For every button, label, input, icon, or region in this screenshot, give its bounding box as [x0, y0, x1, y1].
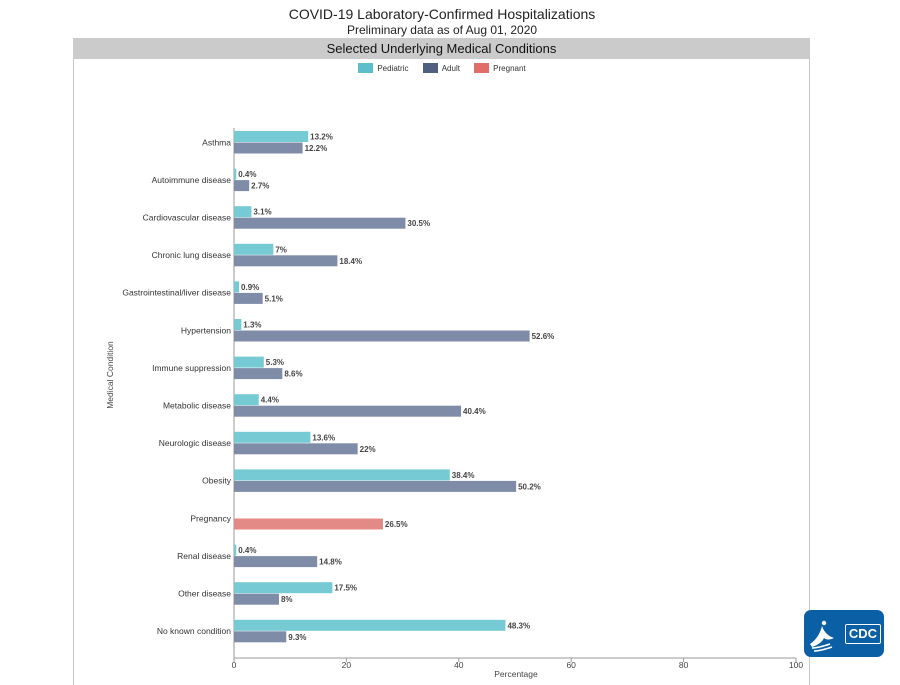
x-tick-label: 0 [232, 660, 237, 670]
bar-pediatric[interactable] [234, 469, 450, 481]
eagle-icon [810, 620, 834, 652]
data-label-pediatric: 0.4% [238, 170, 256, 179]
legend-swatch-pediatric [358, 63, 374, 73]
category-label-pregnancy: Pregnancy [190, 513, 231, 523]
bar-adult[interactable] [234, 180, 250, 192]
data-label-adult: 12.2% [305, 144, 328, 153]
data-label-pediatric: 48.3% [507, 621, 530, 630]
legend-swatch-adult [422, 63, 438, 73]
bar-adult[interactable] [234, 368, 283, 380]
bar-pregnant[interactable] [234, 518, 383, 530]
legend-item-pediatric[interactable]: Pediatric [358, 63, 408, 73]
bar-adult[interactable] [234, 631, 287, 643]
bar-pediatric[interactable] [234, 131, 309, 142]
data-label-pediatric: 5.3% [266, 358, 284, 367]
data-label-pediatric: 7% [275, 245, 287, 254]
data-label-pediatric: 3.1% [253, 208, 271, 217]
category-label-hypertension: Hypertension [181, 325, 231, 335]
data-label-pediatric: 0.4% [238, 546, 256, 555]
bar-adult[interactable] [234, 556, 318, 568]
bar-pediatric[interactable] [234, 281, 240, 293]
bar-pediatric[interactable] [234, 394, 259, 406]
category-label-neurologic-disease: Neurologic disease [159, 438, 232, 448]
data-label-adult: 14.8% [319, 558, 342, 567]
data-label-pediatric: 0.9% [241, 283, 259, 292]
data-label-pediatric: 13.2% [310, 133, 333, 142]
data-label-pediatric: 1.3% [243, 321, 261, 330]
legend-item-pregnant[interactable]: Pregnant [474, 63, 526, 73]
bar-adult[interactable] [234, 330, 530, 342]
data-label-adult: 5.1% [265, 294, 283, 303]
category-label-metabolic-disease: Metabolic disease [163, 400, 231, 410]
data-label-adult: 18.4% [339, 257, 362, 266]
category-label-other-disease: Other disease [178, 588, 231, 598]
panel-title: Selected Underlying Medical Conditions [73, 38, 810, 59]
data-label-pediatric: 17.5% [334, 584, 357, 593]
category-label-immune-suppression: Immune suppression [152, 363, 231, 373]
x-tick-label: 20 [342, 660, 352, 670]
data-label-adult: 40.4% [463, 407, 486, 416]
legend: Pediatric Adult Pregnant [0, 63, 884, 75]
bar-pediatric[interactable] [234, 582, 333, 594]
cdc-logo: CDC [804, 610, 884, 657]
data-label-pediatric: 38.4% [452, 471, 475, 480]
bar-pediatric[interactable] [234, 431, 311, 443]
data-label-adult: 52.6% [532, 332, 555, 341]
category-label-cardiovascular-disease: Cardiovascular disease [143, 212, 232, 222]
data-label-pediatric: 13.6% [312, 433, 335, 442]
legend-item-adult[interactable]: Adult [422, 63, 460, 73]
data-label-adult: 22% [360, 445, 376, 454]
data-label-adult: 2.7% [251, 182, 269, 191]
bar-pediatric[interactable] [234, 619, 506, 631]
bar-adult[interactable] [234, 255, 338, 267]
x-tick-label: 100 [789, 660, 803, 670]
data-label-adult: 50.2% [518, 482, 541, 491]
data-label-pediatric: 4.4% [261, 396, 279, 405]
data-label-pregnant: 26.5% [385, 520, 408, 529]
data-label-adult: 9.3% [288, 633, 306, 642]
chart-title: COVID-19 Laboratory-Confirmed Hospitaliz… [288, 6, 596, 22]
bar-adult[interactable] [234, 443, 358, 455]
bar-adult[interactable] [234, 480, 517, 492]
data-label-adult: 8% [281, 595, 293, 604]
data-label-adult: 8.6% [284, 370, 302, 379]
category-label-asthma: Asthma [202, 137, 231, 147]
data-label-adult: 30.5% [407, 219, 430, 228]
x-tick-label: 80 [679, 660, 689, 670]
bar-pediatric[interactable] [234, 206, 252, 218]
category-label-chronic-lung-disease: Chronic lung disease [152, 250, 232, 260]
legend-label-adult: Adult [441, 63, 460, 73]
bar-adult[interactable] [234, 292, 263, 304]
y-axis-title: Medical Condition [105, 341, 115, 409]
legend-swatch-pregnant [474, 63, 490, 73]
category-label-no-known-condition: No known condition [157, 626, 231, 636]
bar-pediatric[interactable] [234, 168, 237, 180]
bar-pediatric[interactable] [234, 319, 242, 330]
chart-panel [73, 38, 810, 685]
bar-pediatric[interactable] [234, 356, 264, 368]
cdc-logo-text: CDC [845, 624, 881, 644]
x-tick-label: 40 [454, 660, 464, 670]
bar-pediatric[interactable] [234, 243, 274, 255]
bar-adult[interactable] [234, 142, 303, 154]
legend-label-pediatric: Pediatric [377, 63, 409, 73]
x-tick-label: 60 [566, 660, 576, 670]
bar-adult[interactable] [234, 593, 279, 605]
category-label-autoimmune-disease: Autoimmune disease [152, 175, 232, 185]
category-label-renal-disease: Renal disease [177, 551, 231, 561]
bar-adult[interactable] [234, 217, 406, 229]
x-axis-title: Percentage [494, 669, 538, 679]
legend-label-pregnant: Pregnant [493, 63, 526, 73]
category-label-gastrointestinal-liver-disease: Gastrointestinal/liver disease [122, 288, 231, 298]
chart-subtitle: Preliminary data as of Aug 01, 2020 [346, 23, 538, 37]
category-label-obesity: Obesity [202, 476, 232, 486]
bar-pediatric[interactable] [234, 544, 237, 556]
bar-adult[interactable] [234, 405, 462, 417]
